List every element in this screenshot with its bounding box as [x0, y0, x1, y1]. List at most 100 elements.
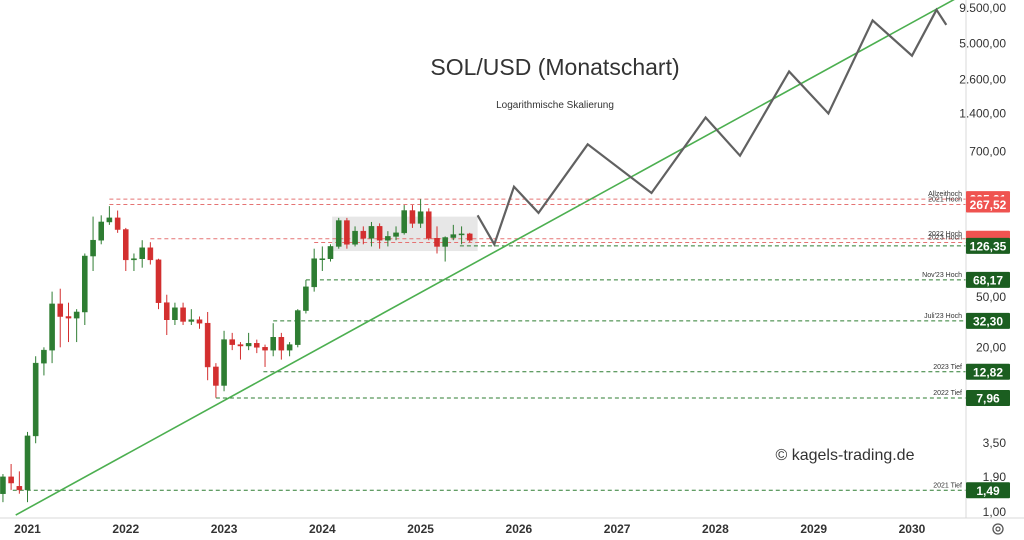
x-tick-label: 2024 — [309, 522, 336, 536]
y-tick-label: 3,50 — [983, 436, 1007, 450]
y-tick-label: 1.400,00 — [959, 106, 1006, 120]
candle-body — [90, 239, 96, 257]
candle-body — [311, 258, 317, 288]
y-tick-label: 2.600,00 — [959, 72, 1006, 86]
candle-body — [8, 476, 14, 484]
price-tag-value: 32,30 — [973, 314, 1003, 328]
x-tick-label: 2028 — [702, 522, 729, 536]
candle-body — [286, 344, 293, 351]
candle-body — [393, 232, 399, 237]
candle-body — [41, 349, 47, 364]
price-tag — [966, 312, 1010, 329]
y-tick-label: 50,00 — [976, 290, 1006, 304]
watermark: © kagels-trading.de — [776, 447, 915, 464]
candle-body — [466, 233, 473, 241]
candle-body — [139, 247, 145, 259]
candle-body — [458, 233, 465, 236]
projection-line — [476, 7, 948, 247]
x-tick-label: 2027 — [604, 522, 631, 536]
candle-body — [229, 339, 236, 345]
price-tag-value: 68,17 — [973, 273, 1003, 287]
candle-body — [131, 258, 137, 261]
candle-body — [327, 246, 334, 259]
level-name: 2023 Tief — [933, 364, 962, 371]
candle-body — [65, 316, 72, 319]
candle-body — [434, 238, 440, 247]
candle-body — [82, 255, 88, 313]
candle-body — [122, 229, 129, 261]
level-name: 2021 Hoch — [928, 197, 962, 204]
candle-body — [180, 307, 186, 322]
candle-body — [450, 234, 457, 238]
price-tag-value: 267,52 — [970, 198, 1007, 212]
candle-body — [24, 435, 31, 491]
chart-subtitle: Logarithmische Skalierung — [496, 100, 614, 111]
candle-body — [196, 319, 203, 324]
settings-gear-icon[interactable] — [992, 523, 1004, 535]
y-axis-ticks: 9.500,00 5.000,00 2.600,00 1.400,00 700,00 50… — [959, 1, 1006, 519]
candle-body — [32, 362, 39, 437]
candle-body — [376, 226, 383, 241]
candle-body — [221, 339, 227, 386]
candle-body — [106, 217, 113, 223]
candle-body — [303, 286, 309, 311]
chart-title: SOL/USD (Monatschart) — [430, 54, 679, 80]
candle-body — [360, 230, 367, 239]
candle-body — [344, 220, 350, 245]
projection-layer — [476, 7, 948, 247]
candle-body — [425, 211, 432, 239]
candle-body — [270, 337, 276, 351]
candle-body — [385, 236, 391, 241]
level-name: Allzeithoch — [928, 191, 962, 198]
candle-body — [16, 486, 23, 491]
candle-body — [73, 311, 80, 319]
candle-body — [147, 247, 154, 261]
candles-layer — [0, 199, 473, 503]
candle-body — [278, 337, 285, 351]
x-axis-ticks: 2021 2022 2023 2024 2025 2026 2027 2028 2029 2030 — [14, 522, 925, 536]
y-tick-label: 9.500,00 — [959, 1, 1006, 15]
price-tag — [966, 482, 1010, 499]
level-name: Juli'23 Hoch — [924, 313, 962, 320]
candle-body — [114, 217, 121, 230]
y-tick-label: 20,00 — [976, 340, 1006, 354]
price-tag-value: 126,35 — [970, 239, 1007, 253]
x-tick-label: 2029 — [800, 522, 827, 536]
y-tick-label: 5.000,00 — [959, 36, 1006, 50]
y-tick-label: 700,00 — [969, 145, 1006, 159]
price-tag — [966, 237, 1010, 254]
level-name: 2022 Hoch — [928, 231, 962, 238]
candle-body — [368, 226, 375, 239]
level-name: 2021 Tief — [933, 482, 962, 489]
candle-body — [417, 211, 424, 224]
candle-body — [237, 344, 244, 347]
candle-body — [319, 258, 326, 260]
level-lines-layer — [12, 198, 966, 491]
candle-body — [188, 319, 195, 322]
candle-body — [213, 366, 219, 386]
x-tick-label: 2025 — [407, 522, 434, 536]
trendline — [15, 0, 955, 516]
x-tick-label: 2022 — [112, 522, 139, 536]
candle-body — [155, 259, 162, 303]
candle-body — [172, 307, 178, 320]
level-name: Nov'23 Hoch — [922, 272, 962, 279]
level-name: 2023 Hoch — [928, 234, 962, 241]
candle-body — [335, 220, 342, 247]
trendline-layer — [15, 0, 955, 516]
x-tick-label: 2021 — [14, 522, 41, 536]
price-tag — [966, 271, 1010, 288]
x-tick-label: 2030 — [899, 522, 926, 536]
price-tag — [966, 363, 1010, 380]
candle-body — [352, 230, 358, 245]
candle-body — [0, 476, 6, 494]
price-tag — [966, 196, 1010, 213]
candle-body — [262, 347, 268, 351]
candle-body — [163, 302, 170, 320]
candle-body — [442, 237, 448, 247]
price-tag-value: 1,49 — [976, 484, 1000, 498]
price-tag-value: 12,82 — [973, 365, 1003, 379]
candle-body — [204, 322, 211, 368]
candle-body — [253, 343, 260, 348]
